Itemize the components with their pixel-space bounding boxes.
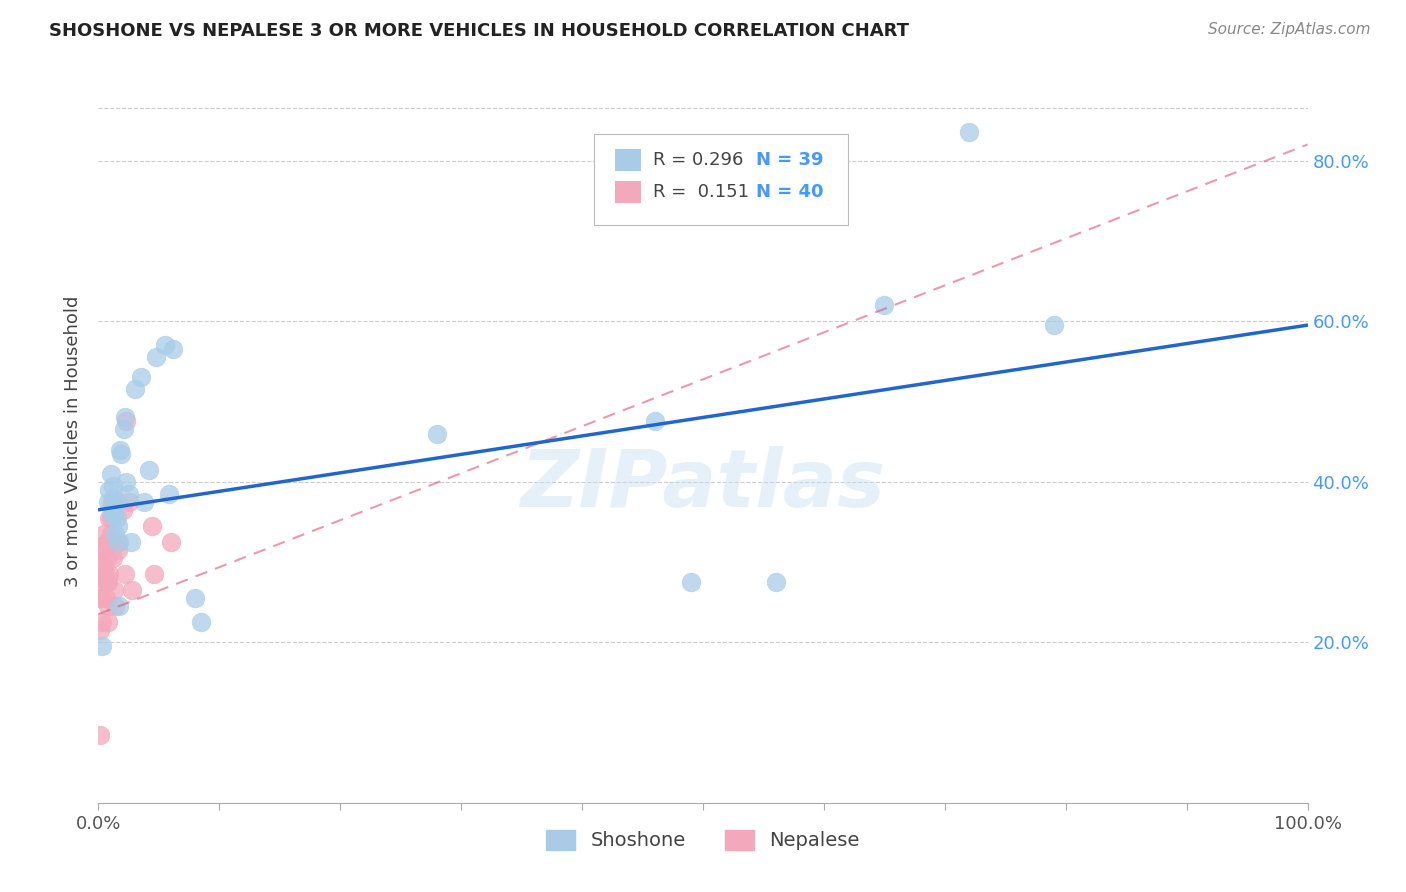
- Text: Source: ZipAtlas.com: Source: ZipAtlas.com: [1208, 22, 1371, 37]
- Y-axis label: 3 or more Vehicles in Household: 3 or more Vehicles in Household: [65, 296, 83, 587]
- Point: [190, 615, 212, 630]
- FancyBboxPatch shape: [614, 181, 641, 203]
- Point: [114, 410, 136, 425]
- Point: [97, 599, 120, 614]
- Point: [129, 370, 152, 384]
- Point: [104, 599, 127, 614]
- Point: [111, 502, 134, 516]
- Point: [105, 534, 128, 549]
- Point: [110, 446, 132, 460]
- Point: [96, 550, 118, 566]
- Point: [90, 555, 112, 569]
- Point: [765, 574, 787, 589]
- Text: ZIPatlas: ZIPatlas: [520, 446, 886, 524]
- Point: [134, 494, 156, 508]
- Point: [114, 567, 136, 582]
- Point: [157, 486, 180, 500]
- Point: [120, 534, 142, 549]
- Point: [98, 483, 121, 497]
- Point: [107, 542, 129, 557]
- Point: [97, 615, 120, 630]
- Point: [103, 491, 125, 505]
- Point: [124, 382, 146, 396]
- Point: [112, 422, 135, 436]
- Point: [100, 494, 122, 508]
- FancyBboxPatch shape: [614, 149, 641, 170]
- Point: [101, 550, 124, 566]
- Point: [89, 728, 111, 742]
- Point: [153, 338, 176, 352]
- Point: [90, 571, 112, 585]
- Text: SHOSHONE VS NEPALESE 3 OR MORE VEHICLES IN HOUSEHOLD CORRELATION CHART: SHOSHONE VS NEPALESE 3 OR MORE VEHICLES …: [49, 22, 910, 40]
- Point: [89, 591, 111, 605]
- Point: [115, 475, 138, 489]
- Text: N = 40: N = 40: [756, 183, 824, 202]
- FancyBboxPatch shape: [595, 135, 848, 225]
- Point: [91, 639, 114, 653]
- Point: [93, 542, 115, 557]
- Point: [873, 298, 896, 312]
- Point: [184, 591, 207, 605]
- Point: [957, 125, 980, 139]
- Point: [141, 518, 163, 533]
- Point: [426, 426, 449, 441]
- Point: [100, 526, 122, 541]
- Point: [94, 591, 117, 605]
- Point: [143, 567, 166, 582]
- Point: [108, 599, 131, 614]
- Point: [107, 518, 129, 533]
- Point: [1042, 318, 1064, 332]
- Point: [90, 539, 112, 553]
- Point: [89, 623, 111, 637]
- Point: [94, 567, 117, 582]
- Point: [121, 583, 143, 598]
- Point: [100, 499, 122, 513]
- Point: [145, 350, 167, 364]
- Point: [93, 567, 115, 582]
- Point: [108, 534, 131, 549]
- Point: [138, 462, 160, 476]
- Point: [91, 574, 114, 589]
- Point: [160, 534, 183, 549]
- Point: [115, 414, 138, 428]
- Point: [105, 494, 128, 508]
- Point: [98, 567, 121, 582]
- Legend: Shoshone, Nepalese: Shoshone, Nepalese: [538, 822, 868, 858]
- Point: [107, 534, 129, 549]
- Point: [91, 591, 114, 605]
- Point: [91, 558, 114, 574]
- Text: R =  0.151: R = 0.151: [654, 183, 749, 202]
- Point: [162, 342, 184, 356]
- Point: [96, 574, 118, 589]
- Point: [98, 510, 121, 524]
- Point: [103, 507, 125, 521]
- Point: [118, 486, 141, 500]
- Point: [118, 494, 141, 508]
- Text: R = 0.296: R = 0.296: [654, 151, 744, 169]
- Point: [100, 510, 122, 524]
- Text: N = 39: N = 39: [756, 151, 824, 169]
- Point: [97, 494, 120, 508]
- Point: [100, 467, 122, 481]
- Point: [100, 507, 122, 521]
- Point: [91, 615, 114, 630]
- Point: [679, 574, 702, 589]
- Point: [96, 534, 118, 549]
- Point: [104, 526, 127, 541]
- Point: [93, 526, 115, 541]
- Point: [644, 414, 666, 428]
- Point: [97, 574, 120, 589]
- Point: [101, 478, 124, 492]
- Point: [105, 510, 128, 524]
- Point: [103, 583, 125, 598]
- Point: [108, 442, 131, 457]
